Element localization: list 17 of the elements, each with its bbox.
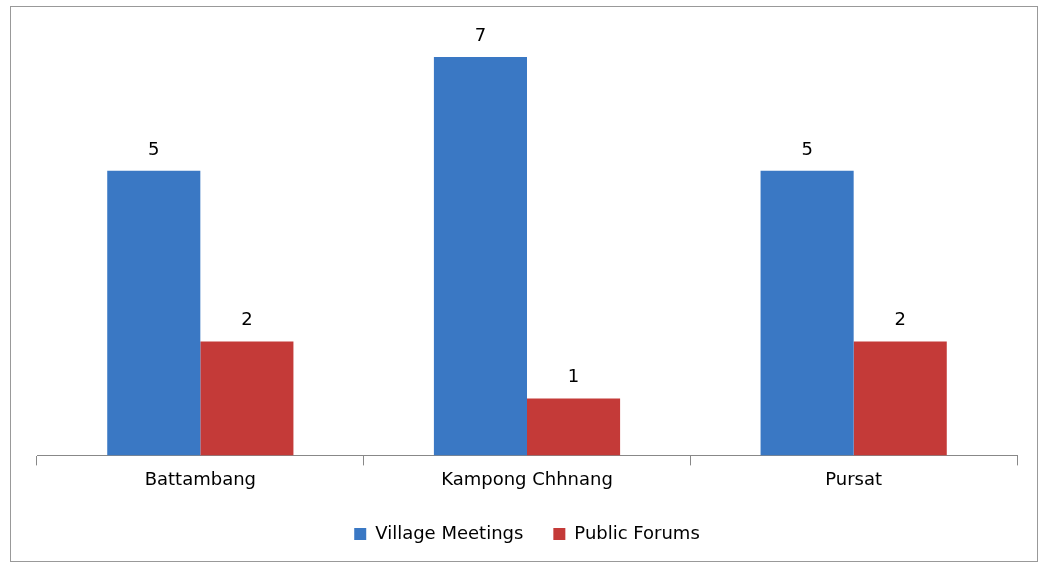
- bar: [853, 341, 947, 456]
- data-label: 2: [241, 308, 253, 330]
- bar: [527, 398, 621, 456]
- legend-label: Public Forums: [574, 521, 700, 543]
- x-tick-label: Pursat: [825, 467, 883, 489]
- bar: [107, 170, 201, 456]
- bar: [760, 170, 854, 456]
- legend-label: Village Meetings: [375, 521, 524, 543]
- data-label: 5: [801, 137, 813, 159]
- data-label: 2: [894, 308, 906, 330]
- x-tick-label: Battambang: [144, 467, 257, 489]
- bar: [433, 57, 527, 456]
- x-tick-label: Kampong Chhnang: [441, 467, 613, 489]
- data-label: 1: [567, 365, 580, 387]
- data-label: 5: [148, 137, 160, 159]
- bar: [200, 341, 294, 456]
- data-label: 7: [474, 23, 487, 45]
